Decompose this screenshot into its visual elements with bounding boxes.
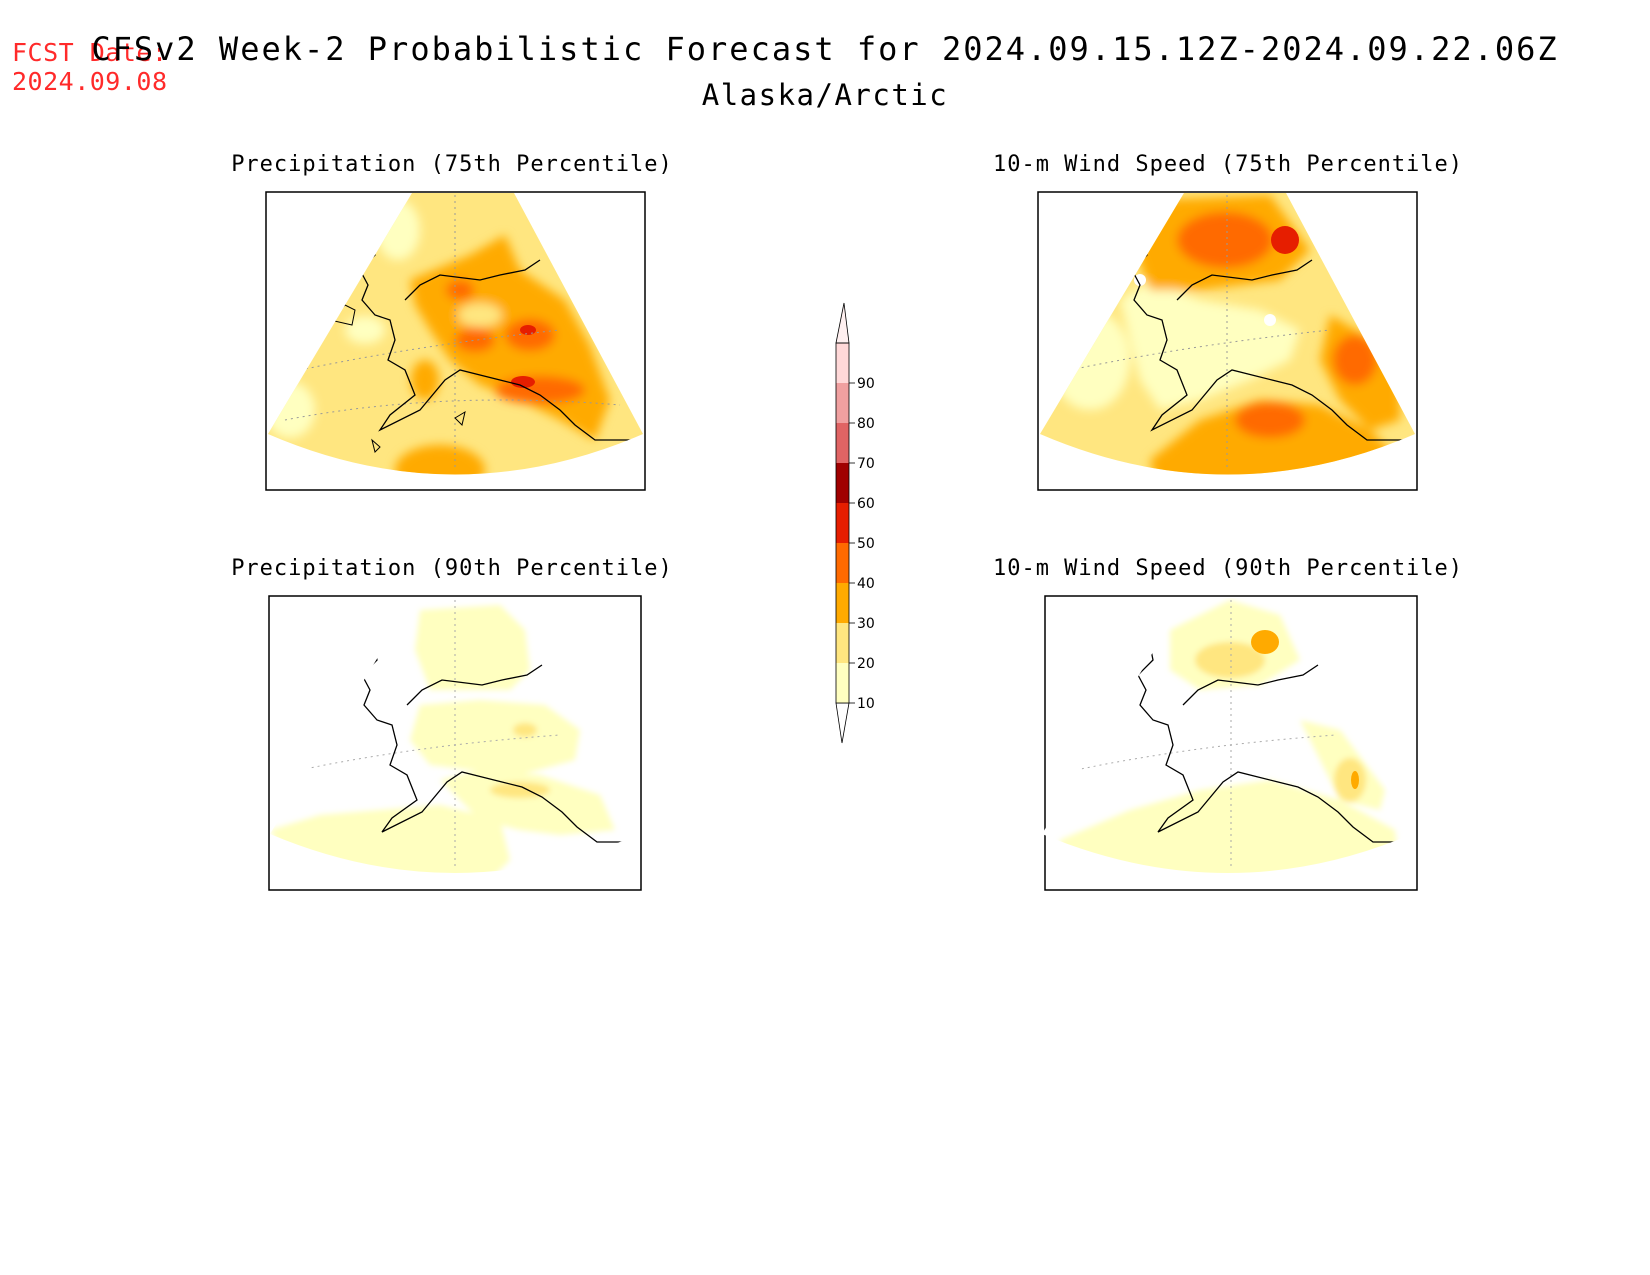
colorbar-swatch — [836, 543, 849, 583]
colorbar-tick-label: 40 — [857, 576, 875, 592]
panel-title-precip75: Precipitation (75th Percentile) — [231, 152, 673, 177]
colorbar-swatch — [836, 463, 849, 503]
panel-wind90-map — [1042, 595, 1418, 891]
region-subtitle: Alaska/Arctic — [701, 78, 949, 112]
panel-title-wind75: 10-m Wind Speed (75th Percentile) — [992, 152, 1464, 177]
colorbar-tick-label: 90 — [857, 376, 875, 392]
forecast-date-block: FCST Date: 2024.09.08 — [12, 38, 168, 96]
panel-title-precip90: Precipitation (90th Percentile) — [231, 556, 673, 581]
colorbar: 10 20 30 40 50 60 70 80 90 — [835, 302, 875, 744]
colorbar-swatch — [836, 583, 849, 623]
main-title: CFSv2 Week-2 Probabilistic Forecast for … — [91, 30, 1559, 68]
panel-title-wind90: 10-m Wind Speed (90th Percentile) — [992, 556, 1464, 581]
colorbar-tick-label: 60 — [857, 496, 875, 512]
colorbar-tick-label: 20 — [857, 656, 875, 672]
panel-wind75-map — [1037, 191, 1418, 491]
forecast-date-value: 2024.09.08 — [12, 67, 168, 96]
colorbar-upper-extension — [835, 302, 850, 344]
colorbar-swatch — [836, 663, 849, 703]
colorbar-tick-label: 10 — [857, 696, 875, 712]
colorbar-tick-label: 50 — [857, 536, 875, 552]
forecast-date-label: FCST Date: — [12, 38, 168, 67]
colorbar-swatch — [836, 383, 849, 423]
colorbar-outline — [835, 342, 850, 704]
colorbar-swatch — [836, 343, 849, 383]
panel-precip75-map — [265, 191, 646, 491]
colorbar-swatch — [836, 623, 849, 663]
colorbar-swatch — [836, 503, 849, 543]
colorbar-lower-extension — [835, 702, 850, 744]
colorbar-tick-label: 80 — [857, 416, 875, 432]
colorbar-swatch — [836, 423, 849, 463]
colorbar-tick-label: 30 — [857, 616, 875, 632]
panel-precip90-map — [268, 595, 642, 891]
colorbar-tick-label: 70 — [857, 456, 875, 472]
